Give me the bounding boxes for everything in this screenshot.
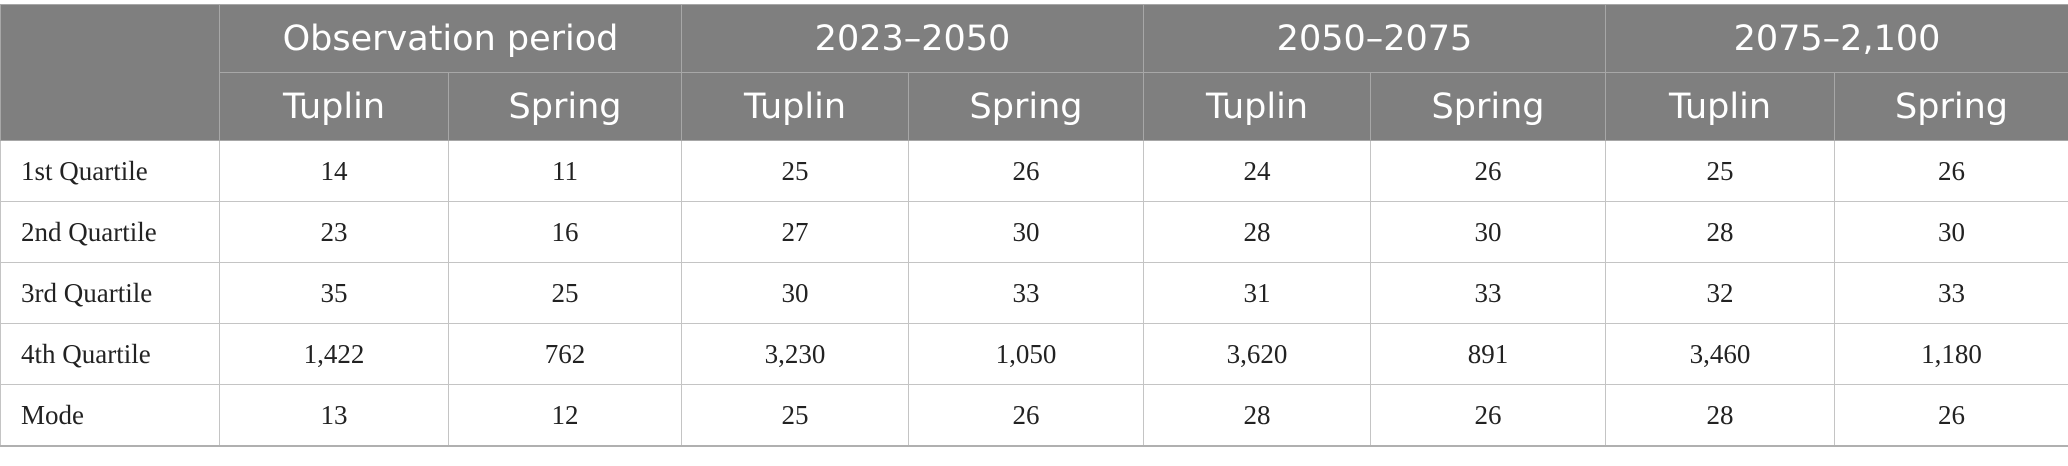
table-cell: 891	[1370, 323, 1606, 385]
row-label: 2nd Quartile	[0, 201, 220, 263]
table-cell: 26	[1834, 140, 2068, 202]
table-cell: 25	[1605, 140, 1835, 202]
table-cell: 33	[1370, 262, 1606, 324]
table-cell: 3,230	[681, 323, 909, 385]
subheader-cell: Tuplin	[681, 72, 909, 141]
table-cell: 35	[219, 262, 449, 324]
table-cell: 1,050	[908, 323, 1144, 385]
table-cell: 30	[681, 262, 909, 324]
header-corner-cell	[0, 4, 220, 141]
row-label: 1st Quartile	[0, 140, 220, 202]
table-row: 1st Quartile 14 11 25 26 24 26 25 26	[0, 140, 2068, 202]
header-group-observation-period: Observation period	[219, 4, 682, 73]
table-cell: 26	[908, 384, 1144, 447]
table-cell: 30	[1834, 201, 2068, 263]
table-cell: 14	[219, 140, 449, 202]
table-cell: 25	[681, 140, 909, 202]
table-cell: 28	[1143, 201, 1371, 263]
table-row: 4th Quartile 1,422 762 3,230 1,050 3,620…	[0, 323, 2068, 385]
subheader-cell: Spring	[908, 72, 1144, 141]
header-group-2023-2050: 2023–2050	[681, 4, 1144, 73]
table-cell: 3,620	[1143, 323, 1371, 385]
table-cell: 25	[681, 384, 909, 447]
table-cell: 27	[681, 201, 909, 263]
table-cell: 11	[448, 140, 682, 202]
table-cell: 31	[1143, 262, 1371, 324]
subheader-cell: Tuplin	[1143, 72, 1371, 141]
table-cell: 26	[1370, 384, 1606, 447]
table-cell: 28	[1605, 384, 1835, 447]
table-cell: 13	[219, 384, 449, 447]
table-row: 3rd Quartile 35 25 30 33 31 33 32 33	[0, 262, 2068, 324]
quartile-table: Observation period 2023–2050 2050–2075 2…	[0, 4, 2068, 447]
table-cell: 33	[908, 262, 1144, 324]
table-cell: 12	[448, 384, 682, 447]
table-row: Mode 13 12 25 26 28 26 28 26	[0, 384, 2068, 447]
table-cell: 1,180	[1834, 323, 2068, 385]
row-label: Mode	[0, 384, 220, 447]
subheader-cell: Spring	[1834, 72, 2068, 141]
table-cell: 26	[1370, 140, 1606, 202]
table-cell: 26	[1834, 384, 2068, 447]
table-cell: 25	[448, 262, 682, 324]
header-group-2075-2100: 2075–2,100	[1605, 4, 2068, 73]
subheader-cell: Tuplin	[1605, 72, 1835, 141]
subheader-cell: Tuplin	[219, 72, 449, 141]
subheader-cell: Spring	[1370, 72, 1606, 141]
table-cell: 33	[1834, 262, 2068, 324]
table-cell: 26	[908, 140, 1144, 202]
table-cell: 23	[219, 201, 449, 263]
table-cell: 30	[908, 201, 1144, 263]
table-cell: 24	[1143, 140, 1371, 202]
table-cell: 16	[448, 201, 682, 263]
header-row-subheaders: Tuplin Spring Tuplin Spring Tuplin Sprin…	[1, 72, 2068, 141]
subheader-cell: Spring	[448, 72, 682, 141]
table-body: 1st Quartile 14 11 25 26 24 26 25 26 2nd…	[0, 140, 2068, 447]
header-group-2050-2075: 2050–2075	[1143, 4, 1606, 73]
table-cell: 32	[1605, 262, 1835, 324]
row-label: 4th Quartile	[0, 323, 220, 385]
data-table-container: Observation period 2023–2050 2050–2075 2…	[0, 4, 2068, 447]
table-cell: 1,422	[219, 323, 449, 385]
row-label: 3rd Quartile	[0, 262, 220, 324]
table-header: Observation period 2023–2050 2050–2075 2…	[0, 4, 2068, 141]
table-cell: 28	[1143, 384, 1371, 447]
header-row-groups: Observation period 2023–2050 2050–2075 2…	[0, 4, 2068, 141]
table-cell: 28	[1605, 201, 1835, 263]
table-row: 2nd Quartile 23 16 27 30 28 30 28 30	[0, 201, 2068, 263]
table-cell: 3,460	[1605, 323, 1835, 385]
table-cell: 762	[448, 323, 682, 385]
table-cell: 30	[1370, 201, 1606, 263]
